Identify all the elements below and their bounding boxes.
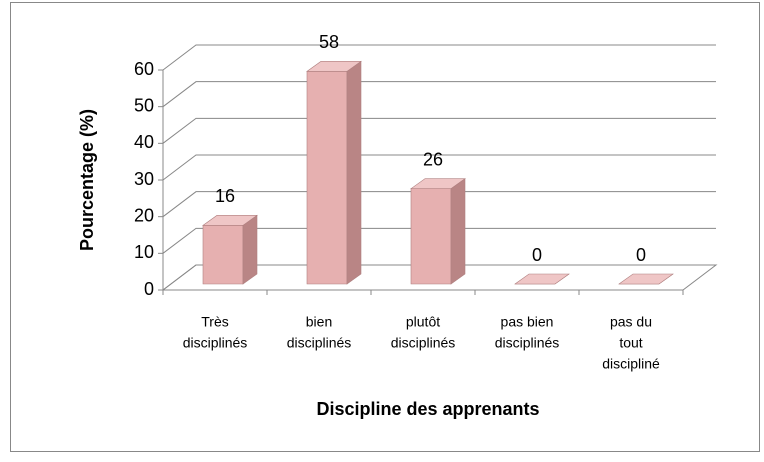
bar-front [202,225,244,285]
x-tick-label: Très [201,314,228,330]
grid-line [162,117,716,144]
grid-line [162,81,716,108]
data-label: 58 [319,32,339,52]
y-tick-label: 20 [134,205,154,225]
y-tick-label: 10 [134,242,154,262]
grid-line [162,154,716,181]
x-tick-label: pas bien [501,314,554,330]
bar-top [202,215,258,226]
x-tick-label: disciplinés [183,335,248,351]
bar-top [514,273,570,285]
bar-top [410,178,466,189]
data-label: 26 [423,149,443,169]
x-tick-label: discipliné [602,356,660,372]
bar-front [410,188,452,285]
chart-border [10,2,760,452]
x-tick-label: tout [619,335,642,351]
bar [202,214,258,285]
bar-side [346,60,362,285]
x-tick-label: bien [306,314,332,330]
grid-line [162,227,716,254]
x-tick-label: plutôt [406,314,440,330]
grid-line [162,44,716,71]
y-tick-label: 0 [144,279,154,299]
x-axis-title: Discipline des apprenants [316,399,539,419]
x-tick-label: disciplinés [391,335,456,351]
y-tick-label: 60 [134,59,154,79]
y-tick-label: 50 [134,95,154,115]
grid-line [162,191,716,218]
x-tick-label: pas du [610,314,652,330]
x-tick-label: disciplinés [495,335,560,351]
data-label: 16 [215,186,235,206]
data-label: 0 [532,245,542,265]
bar [514,273,570,285]
data-label: 0 [636,245,646,265]
bar-side [450,178,466,285]
y-tick-label: 30 [134,169,154,189]
grid-line [162,264,716,291]
y-axis-title: Pourcentage (%) [77,109,97,251]
bar-top [306,61,362,72]
bar [306,60,362,285]
bar-top [618,273,674,285]
bar [410,178,466,285]
bar-front [306,71,348,285]
y-tick-label: 40 [134,132,154,152]
x-tick-label: disciplinés [287,335,352,351]
bar [618,273,674,285]
bar-side [242,214,258,285]
